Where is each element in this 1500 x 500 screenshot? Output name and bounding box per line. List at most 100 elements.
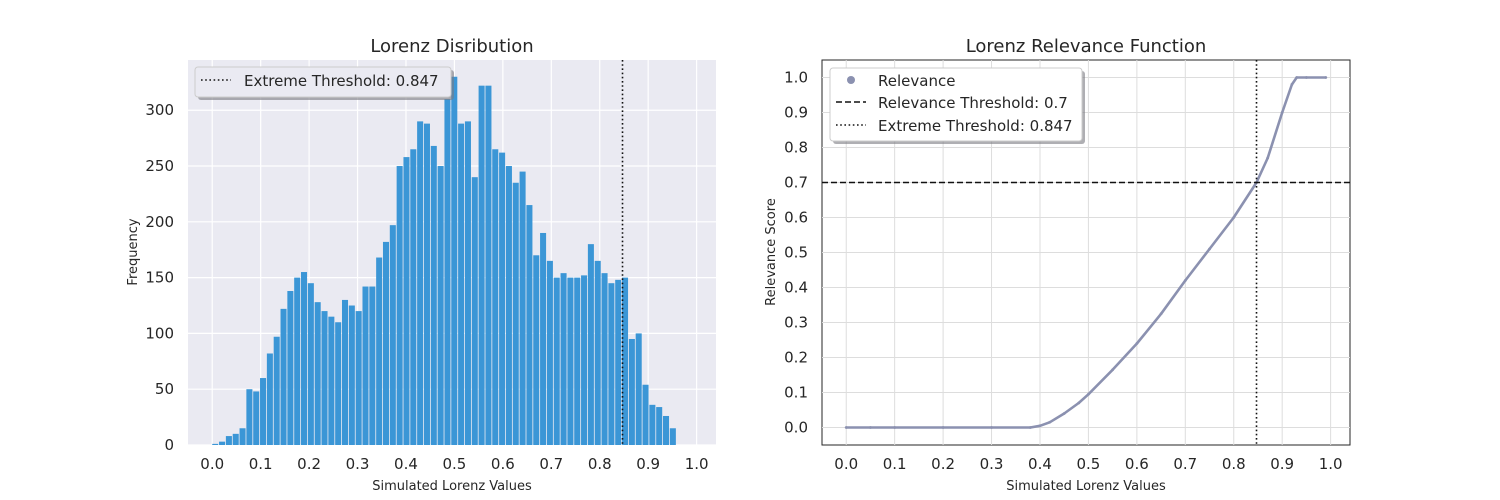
histogram-bar [458, 123, 465, 445]
y-tick-label: 1.0 [784, 69, 808, 87]
histogram-bar [560, 273, 567, 445]
histogram-bar [669, 428, 676, 445]
histogram-bar [581, 275, 588, 445]
relevance-point [941, 426, 945, 429]
legend-label-extreme-threshold: Extreme Threshold: 0.847 [244, 72, 439, 90]
y-tick-labels: 0.0 0.1 0.2 0.3 0.4 0.5 0.6 0.7 0.8 0.9 1.0 [784, 69, 808, 437]
histogram-bar [451, 76, 458, 445]
histogram-bar [567, 277, 574, 445]
y-tick-label: 0.8 [784, 139, 808, 157]
relevance-point [1159, 312, 1163, 316]
histogram-bar [328, 316, 335, 445]
histogram-bar [335, 322, 342, 445]
histogram-chart: 0.0 0.1 0.2 0.3 0.4 0.5 0.6 0.7 0.8 0.9 1.0 0 50 100… [126, 36, 716, 494]
relevance-point [990, 426, 993, 429]
histogram-bar [355, 311, 362, 445]
histogram-bar [246, 389, 253, 445]
histogram-bar [594, 260, 601, 445]
histogram-bar [608, 283, 615, 445]
relevance-point [1280, 111, 1284, 114]
threshold-lines [822, 60, 1350, 445]
histogram-bar [587, 244, 594, 445]
histogram-bar [382, 241, 390, 445]
histogram-bar [478, 85, 485, 446]
legend-label-relevance: Relevance [878, 72, 955, 90]
histogram-bar [499, 152, 506, 446]
y-axis-label: Frequency [126, 218, 141, 285]
histogram-bar [294, 277, 301, 445]
histogram-bar [417, 121, 424, 446]
x-tick-label: 0.6 [491, 455, 515, 473]
histogram-bar [253, 391, 260, 445]
histogram-bar [341, 299, 349, 445]
histogram-bar [280, 308, 287, 445]
y-tick-label: 200 [145, 213, 174, 231]
x-tick-label: 0.8 [1222, 455, 1246, 473]
y-tick-label: 50 [155, 380, 174, 398]
histogram-bar [656, 407, 663, 445]
histogram-bar [225, 436, 232, 445]
legend-label-extreme-threshold: Extreme Threshold: 0.847 [878, 117, 1073, 135]
relevance-point [893, 426, 897, 429]
histogram-bar [362, 286, 369, 445]
histogram-bar [403, 157, 410, 445]
histogram-bar [533, 255, 540, 445]
relevance-point [1077, 401, 1081, 405]
x-tick-label: 0.2 [297, 455, 321, 473]
y-tick-label: 0.3 [784, 314, 808, 332]
relevance-chart: 0.0 0.1 0.2 0.3 0.4 0.5 0.6 0.7 0.8 0.9 1.0 0.0 0.1… [764, 36, 1351, 494]
histogram-bar [232, 433, 239, 445]
x-axis-label: Simulated Lorenz Values [1006, 479, 1166, 494]
relevance-point [1266, 156, 1270, 160]
x-tick-label: 0.5 [442, 455, 466, 473]
y-tick-label: 250 [145, 157, 174, 175]
legend-point-icon [847, 76, 855, 84]
relevance-curve [846, 76, 1326, 429]
y-tick-label: 0 [164, 436, 174, 454]
relevance-point [1183, 279, 1187, 282]
histogram-bar [212, 443, 219, 445]
y-axis-label: Relevance Score [764, 198, 779, 306]
relevance-point [1048, 420, 1052, 424]
x-tick-labels: 0.0 0.1 0.2 0.3 0.4 0.5 0.6 0.7 0.8 0.9 1.0 [834, 455, 1342, 473]
y-tick-label: 0.0 [784, 419, 808, 437]
legend-box [194, 66, 452, 98]
y-tick-label: 0.6 [784, 209, 808, 227]
y-tick-labels: 0 50 100 150 200 250 300 [145, 101, 174, 454]
relevance-point [1038, 424, 1042, 428]
histogram-bar [519, 171, 526, 445]
histogram-bar [376, 257, 383, 445]
histogram-bar [423, 123, 430, 445]
relevance-point [1135, 342, 1139, 345]
relevance-point [1028, 426, 1032, 429]
histogram-bar [464, 121, 471, 446]
relevance-point [869, 426, 872, 429]
histogram-bar [301, 272, 308, 445]
histogram-bar [628, 338, 635, 445]
legend: Relevance Relevance Threshold: 0.7 Extre… [829, 67, 1085, 144]
histogram-bar [485, 85, 492, 446]
histogram-bar [219, 441, 226, 445]
legend: Extreme Threshold: 0.847 [194, 66, 454, 100]
histogram-bar [348, 305, 355, 445]
legend-label-relevance-threshold: Relevance Threshold: 0.7 [878, 94, 1068, 112]
y-tick-label: 0.1 [784, 384, 808, 402]
chart-title: Lorenz Disribution [370, 36, 533, 57]
histogram-bar [396, 166, 403, 445]
histogram-bar [260, 378, 267, 445]
histogram-bar [553, 277, 560, 445]
histogram-bar [471, 177, 478, 445]
y-tick-label: 0.2 [784, 349, 808, 367]
x-tick-label: 0.4 [394, 455, 418, 473]
y-tick-label: 300 [145, 101, 174, 119]
x-tick-labels: 0.0 0.1 0.2 0.3 0.4 0.5 0.6 0.7 0.8 0.9 1.0 [200, 455, 708, 473]
histogram-bar [321, 311, 328, 445]
x-tick-label: 0.3 [346, 455, 370, 473]
x-tick-label: 0.6 [1125, 455, 1149, 473]
histogram-bar [622, 277, 629, 445]
relevance-points [844, 76, 1328, 429]
histogram-bar [512, 182, 519, 446]
histogram-bar [635, 333, 642, 445]
histogram-bar [492, 149, 499, 445]
